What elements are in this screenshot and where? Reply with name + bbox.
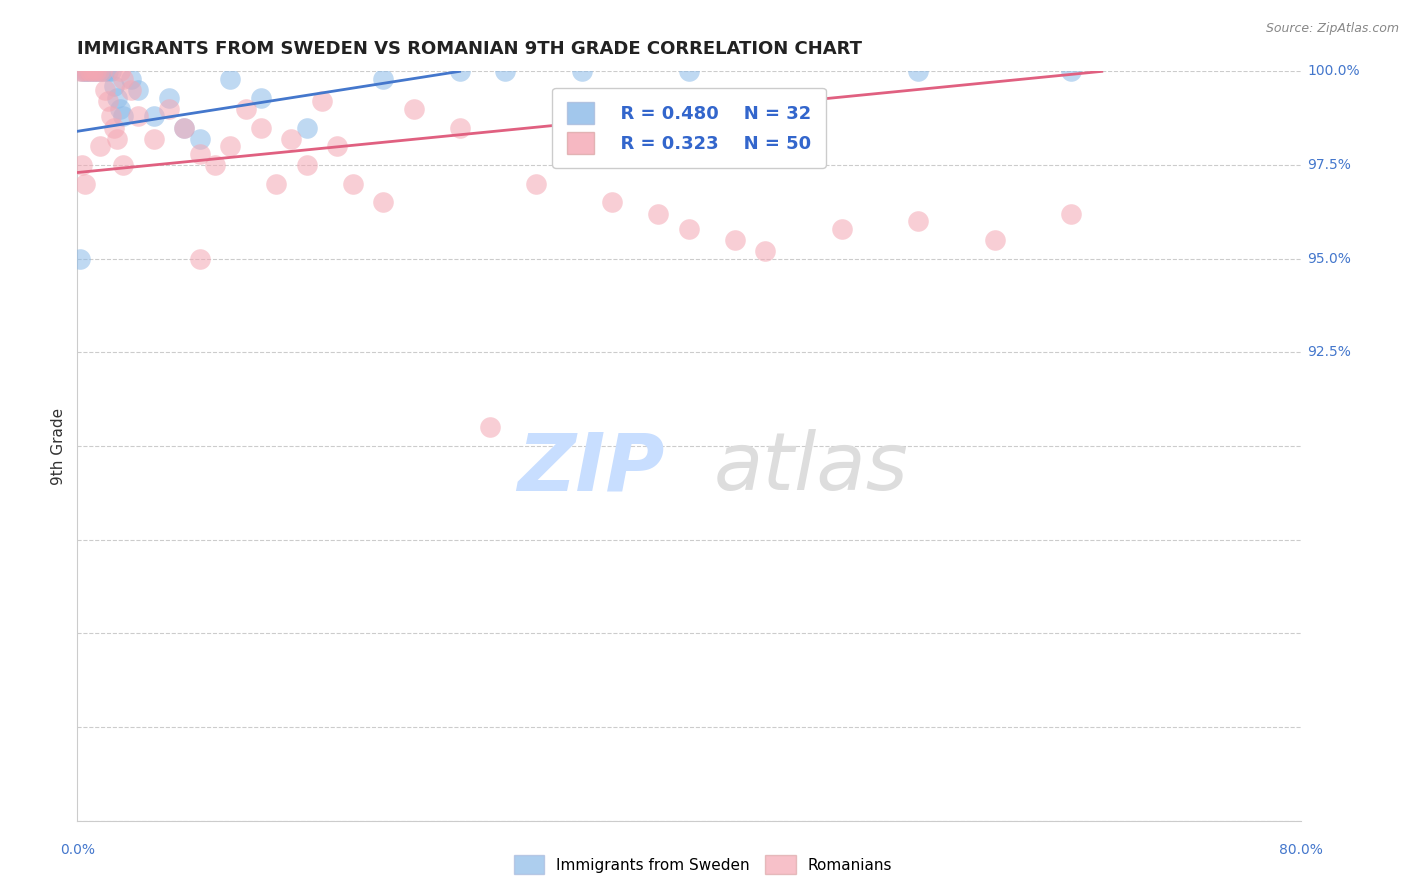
Point <box>127 109 149 123</box>
Legend: Immigrants from Sweden, Romanians: Immigrants from Sweden, Romanians <box>508 849 898 880</box>
Point <box>76 64 98 78</box>
Point <box>79 64 101 78</box>
Point <box>157 102 180 116</box>
Point <box>371 71 394 86</box>
Point <box>907 64 929 78</box>
Point <box>100 109 122 123</box>
Point <box>142 109 165 123</box>
Point <box>1060 64 1083 78</box>
Text: atlas: atlas <box>714 429 908 508</box>
Point <box>82 64 104 78</box>
Point <box>1060 207 1083 221</box>
Point <box>105 90 128 104</box>
Point <box>112 158 135 172</box>
Point <box>120 71 142 86</box>
Point <box>188 252 211 266</box>
Point <box>94 83 117 97</box>
Point <box>72 64 94 78</box>
Point <box>907 214 929 228</box>
Point <box>219 139 242 153</box>
Point <box>90 64 112 78</box>
Point <box>188 132 211 146</box>
Text: 92.5%: 92.5% <box>1308 345 1351 359</box>
Point <box>94 64 117 78</box>
Point <box>97 95 120 109</box>
Text: 0.0%: 0.0% <box>60 843 94 857</box>
Point <box>449 120 471 135</box>
Point <box>449 64 471 78</box>
Point <box>69 64 91 78</box>
Point <box>89 139 111 153</box>
Point <box>250 120 273 135</box>
Point <box>402 102 425 116</box>
Point <box>495 64 517 78</box>
Text: Source: ZipAtlas.com: Source: ZipAtlas.com <box>1265 22 1399 36</box>
Point <box>524 177 547 191</box>
Point <box>70 158 93 172</box>
Text: 100.0%: 100.0% <box>1308 64 1360 78</box>
Point <box>108 64 131 78</box>
Point <box>103 120 125 135</box>
Point <box>571 64 593 78</box>
Point <box>188 146 211 161</box>
Point <box>76 64 98 78</box>
Point <box>204 158 226 172</box>
Point <box>84 64 107 78</box>
Point <box>100 64 122 78</box>
Point <box>82 64 104 78</box>
Point <box>724 233 747 247</box>
Point <box>108 102 131 116</box>
Point <box>602 195 624 210</box>
Text: IMMIGRANTS FROM SWEDEN VS ROMANIAN 9TH GRADE CORRELATION CHART: IMMIGRANTS FROM SWEDEN VS ROMANIAN 9TH G… <box>77 40 862 58</box>
Point <box>87 64 110 78</box>
Point <box>647 207 669 221</box>
Point <box>219 71 242 86</box>
Point <box>264 177 287 191</box>
Point <box>97 64 120 78</box>
Point <box>90 64 112 78</box>
Y-axis label: 9th Grade: 9th Grade <box>51 408 66 484</box>
Point <box>754 244 776 259</box>
Point <box>326 139 349 153</box>
Point <box>235 102 257 116</box>
Point <box>73 64 96 78</box>
Point <box>120 83 142 97</box>
Point <box>79 64 101 78</box>
Point <box>280 132 302 146</box>
Point <box>127 83 149 97</box>
Point <box>371 195 394 210</box>
Point <box>250 90 273 104</box>
Point <box>142 132 165 146</box>
Point <box>112 71 135 86</box>
Point <box>173 120 195 135</box>
Point <box>87 64 110 78</box>
Point <box>984 233 1007 247</box>
Point <box>69 252 91 266</box>
Point <box>73 177 96 191</box>
Text: ZIP: ZIP <box>517 429 665 508</box>
Legend:   R = 0.480    N = 32,   R = 0.323    N = 50: R = 0.480 N = 32, R = 0.323 N = 50 <box>553 88 825 168</box>
Point <box>311 95 333 109</box>
Point <box>157 90 180 104</box>
Text: 80.0%: 80.0% <box>1278 843 1323 857</box>
Point <box>295 158 318 172</box>
Point <box>678 221 700 235</box>
Text: 95.0%: 95.0% <box>1308 252 1351 266</box>
Point <box>831 221 853 235</box>
Point <box>479 420 502 434</box>
Point <box>105 132 128 146</box>
Point <box>84 64 107 78</box>
Point <box>173 120 195 135</box>
Point <box>103 79 125 94</box>
Point <box>295 120 318 135</box>
Text: 97.5%: 97.5% <box>1308 158 1351 172</box>
Point <box>678 64 700 78</box>
Point <box>112 109 135 123</box>
Point <box>70 64 93 78</box>
Point <box>342 177 364 191</box>
